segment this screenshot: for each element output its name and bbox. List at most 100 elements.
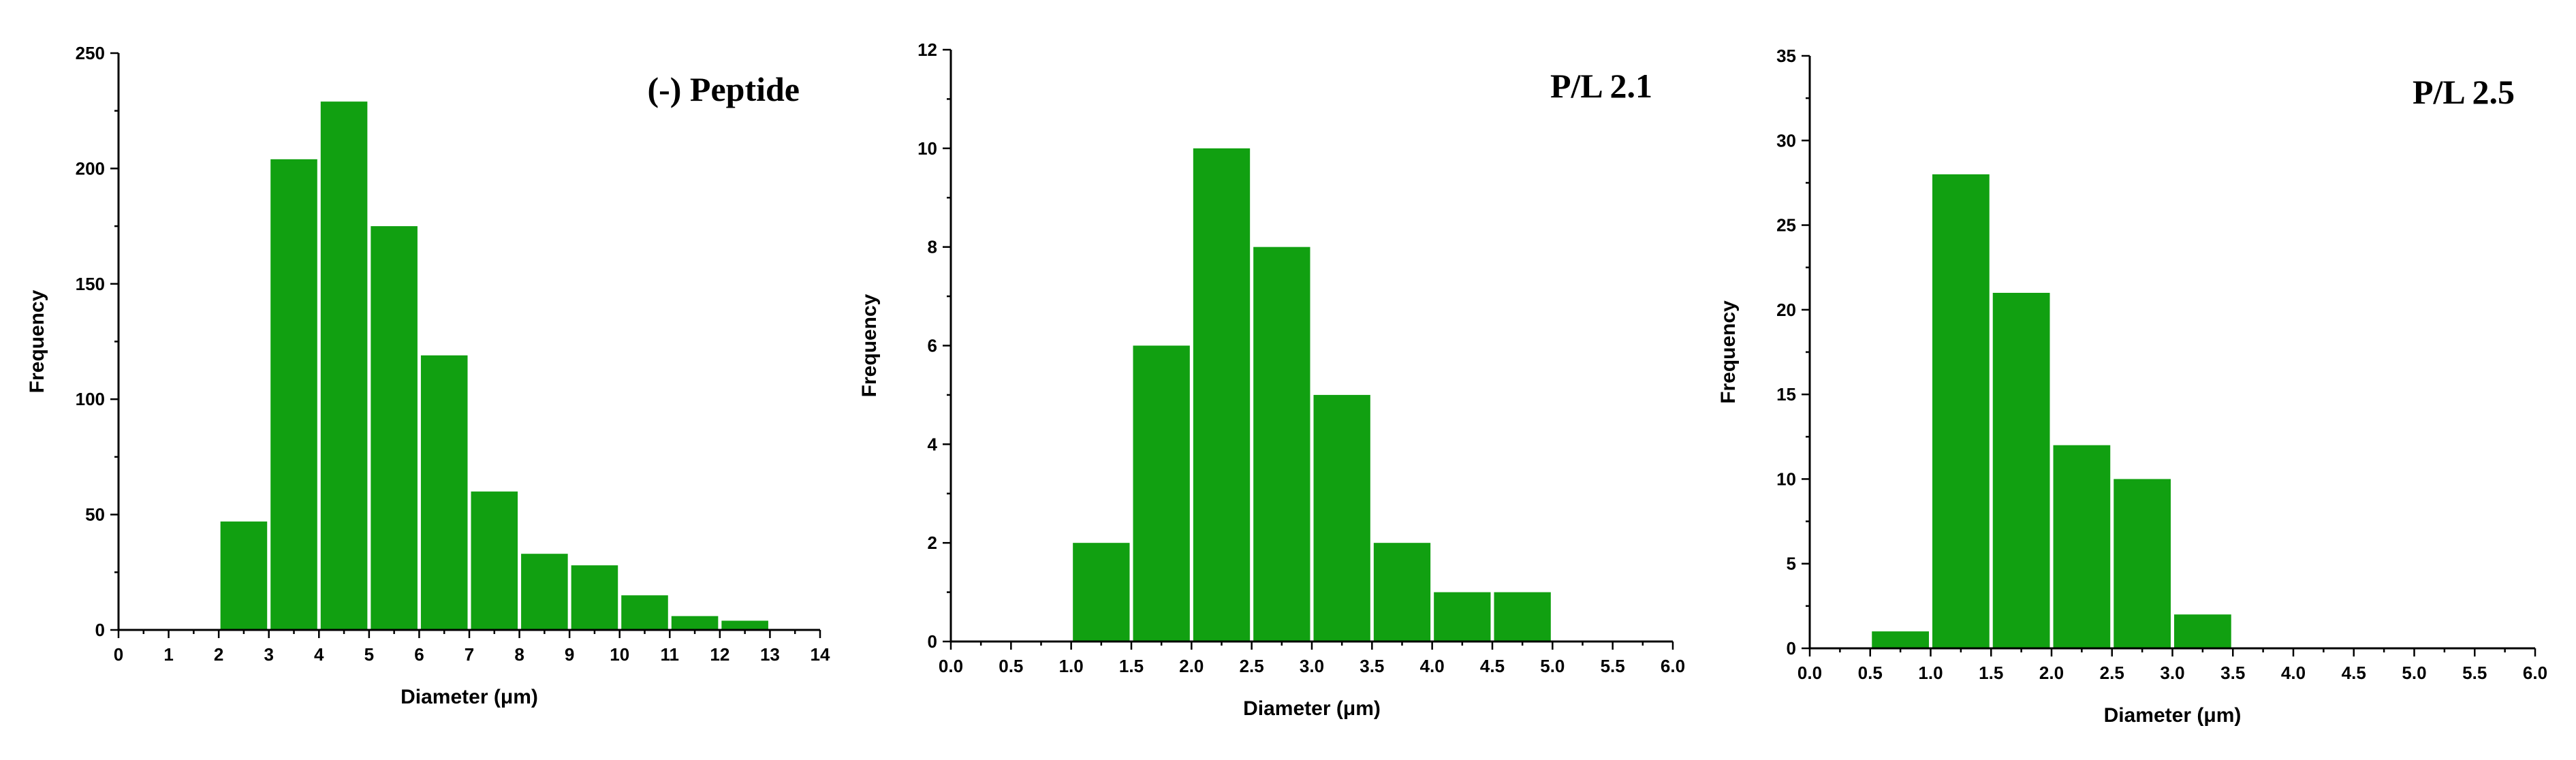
histogram-bar bbox=[2053, 445, 2111, 648]
x-tick-label: 6 bbox=[414, 644, 424, 665]
x-tick-label: 11 bbox=[661, 644, 680, 665]
histogram-bar bbox=[721, 620, 768, 630]
x-axis-ticks: 0.0 0.5 1.0 1.5 2.0 2.5 3.0 3.5 4.0 4.5 5.0 5.5 6.0 bbox=[939, 642, 1685, 676]
histogram-bar bbox=[1434, 592, 1491, 642]
histogram-bar bbox=[1494, 592, 1551, 642]
histogram-bar bbox=[270, 159, 317, 630]
y-tick-label: 35 bbox=[1776, 46, 1796, 66]
y-tick-label: 12 bbox=[917, 39, 937, 60]
y-tick-label: 0 bbox=[928, 631, 937, 652]
panel-title: P/L 2.5 bbox=[2413, 73, 2515, 111]
y-tick-label: 15 bbox=[1776, 384, 1796, 405]
histogram-bar bbox=[1073, 543, 1130, 642]
x-axis-title: Diameter (μm) bbox=[2104, 704, 2242, 727]
bar-group bbox=[1073, 148, 1551, 642]
x-tick-label: 0.5 bbox=[999, 656, 1023, 676]
histogram-bar bbox=[471, 491, 518, 630]
y-tick-label: 6 bbox=[928, 336, 937, 356]
y-axis-title: Frequency bbox=[26, 289, 48, 393]
x-axis-title: Diameter (μm) bbox=[400, 686, 538, 708]
x-tick-label: 5.5 bbox=[1601, 656, 1625, 676]
histogram-bar bbox=[671, 616, 719, 630]
x-tick-label: 2.0 bbox=[2039, 663, 2064, 683]
histogram-bar bbox=[2114, 479, 2171, 648]
x-tick-label: 2.5 bbox=[1240, 656, 1264, 676]
x-tick-label: 1.5 bbox=[1119, 656, 1144, 676]
x-tick-label: 3.0 bbox=[1300, 656, 1324, 676]
chart-panel-pl-2-5: 0.0 0.5 1.0 1.5 2.0 2.5 3.0 3.5 4.0 4.5 5.0 5.5 6.0 … bbox=[1717, 46, 2547, 727]
x-axis-title: Diameter (μm) bbox=[1243, 697, 1381, 720]
x-tick-label: 8 bbox=[514, 644, 524, 665]
x-tick-label: 0.0 bbox=[939, 656, 963, 676]
x-tick-label: 1.5 bbox=[1979, 663, 2003, 683]
y-tick-label: 150 bbox=[76, 274, 105, 294]
histogram-bar bbox=[420, 355, 468, 630]
histogram-bar bbox=[1193, 148, 1251, 642]
x-tick-label: 13 bbox=[760, 644, 780, 665]
y-tick-label: 0 bbox=[1787, 638, 1796, 659]
histogram-bar bbox=[1872, 631, 1929, 648]
y-tick-label: 100 bbox=[76, 389, 105, 409]
histogram-bar bbox=[621, 595, 668, 630]
y-axis-title: Frequency bbox=[1717, 300, 1740, 404]
histogram-bar bbox=[1253, 247, 1310, 642]
x-tick-label: 7 bbox=[465, 644, 474, 665]
y-tick-label: 2 bbox=[928, 533, 937, 553]
histogram-bar bbox=[1932, 174, 1990, 648]
x-tick-label: 12 bbox=[710, 644, 729, 665]
x-tick-label: 0 bbox=[114, 644, 123, 665]
y-tick-label: 0 bbox=[95, 620, 105, 640]
y-axis-ticks: 0 5 10 15 20 25 30 35 bbox=[1776, 46, 1810, 659]
x-tick-label: 3.0 bbox=[2160, 663, 2184, 683]
x-tick-label: 2.5 bbox=[2100, 663, 2124, 683]
y-tick-label: 50 bbox=[85, 505, 105, 525]
x-tick-label: 3.5 bbox=[2220, 663, 2245, 683]
x-axis-ticks: 0.0 0.5 1.0 1.5 2.0 2.5 3.0 3.5 4.0 4.5 5.0 5.5 6.0 bbox=[1797, 648, 2547, 683]
y-axis-ticks: 0 2 4 6 8 10 12 bbox=[917, 39, 951, 652]
y-tick-label: 5 bbox=[1787, 554, 1796, 574]
panel-title: P/L 2.1 bbox=[1550, 67, 1652, 105]
y-tick-label: 20 bbox=[1776, 300, 1796, 320]
bar-group bbox=[1872, 174, 2231, 648]
histogram-bar bbox=[521, 554, 568, 630]
y-tick-label: 200 bbox=[76, 158, 105, 178]
histogram-bar bbox=[1373, 543, 1431, 642]
histogram-bar bbox=[1992, 293, 2050, 648]
y-tick-label: 8 bbox=[928, 237, 937, 257]
y-tick-label: 10 bbox=[917, 138, 937, 159]
x-tick-label: 4.5 bbox=[1480, 656, 1505, 676]
x-tick-label: 1.0 bbox=[1059, 656, 1084, 676]
x-tick-label: 6.0 bbox=[2523, 663, 2547, 683]
x-tick-label: 5.5 bbox=[2462, 663, 2487, 683]
x-tick-label: 2.0 bbox=[1179, 656, 1204, 676]
x-tick-label: 9 bbox=[565, 644, 574, 665]
y-tick-label: 10 bbox=[1776, 469, 1796, 489]
panel-title: (-) Peptide bbox=[647, 70, 800, 108]
x-tick-label: 14 bbox=[811, 644, 830, 665]
x-tick-label: 5 bbox=[364, 644, 374, 665]
bar-group bbox=[220, 101, 768, 631]
histogram-bar bbox=[1313, 394, 1370, 642]
histogram-bar bbox=[320, 101, 368, 630]
x-axis-ticks: 0 1 2 3 4 5 6 7 8 9 10 11 12 13 14 bbox=[114, 630, 830, 665]
y-tick-label: 25 bbox=[1776, 215, 1796, 236]
histogram-bar bbox=[1133, 345, 1190, 642]
x-tick-label: 10 bbox=[610, 644, 629, 665]
x-tick-label: 3.5 bbox=[1360, 656, 1384, 676]
x-tick-label: 2 bbox=[214, 644, 223, 665]
x-tick-label: 4.0 bbox=[2281, 663, 2306, 683]
x-tick-label: 4.5 bbox=[2342, 663, 2366, 683]
x-tick-label: 5.0 bbox=[2402, 663, 2426, 683]
y-tick-label: 250 bbox=[76, 43, 105, 63]
x-tick-label: 3 bbox=[264, 644, 273, 665]
y-tick-label: 4 bbox=[928, 434, 938, 454]
x-tick-label: 4 bbox=[314, 644, 324, 665]
x-tick-label: 1.0 bbox=[1918, 663, 1943, 683]
x-tick-label: 0.5 bbox=[1858, 663, 1883, 683]
histogram-bar bbox=[2174, 614, 2231, 648]
histogram-bar bbox=[571, 565, 618, 630]
y-axis-ticks: 0 50 100 150 200 250 bbox=[76, 43, 119, 640]
histogram-bar bbox=[220, 521, 268, 630]
